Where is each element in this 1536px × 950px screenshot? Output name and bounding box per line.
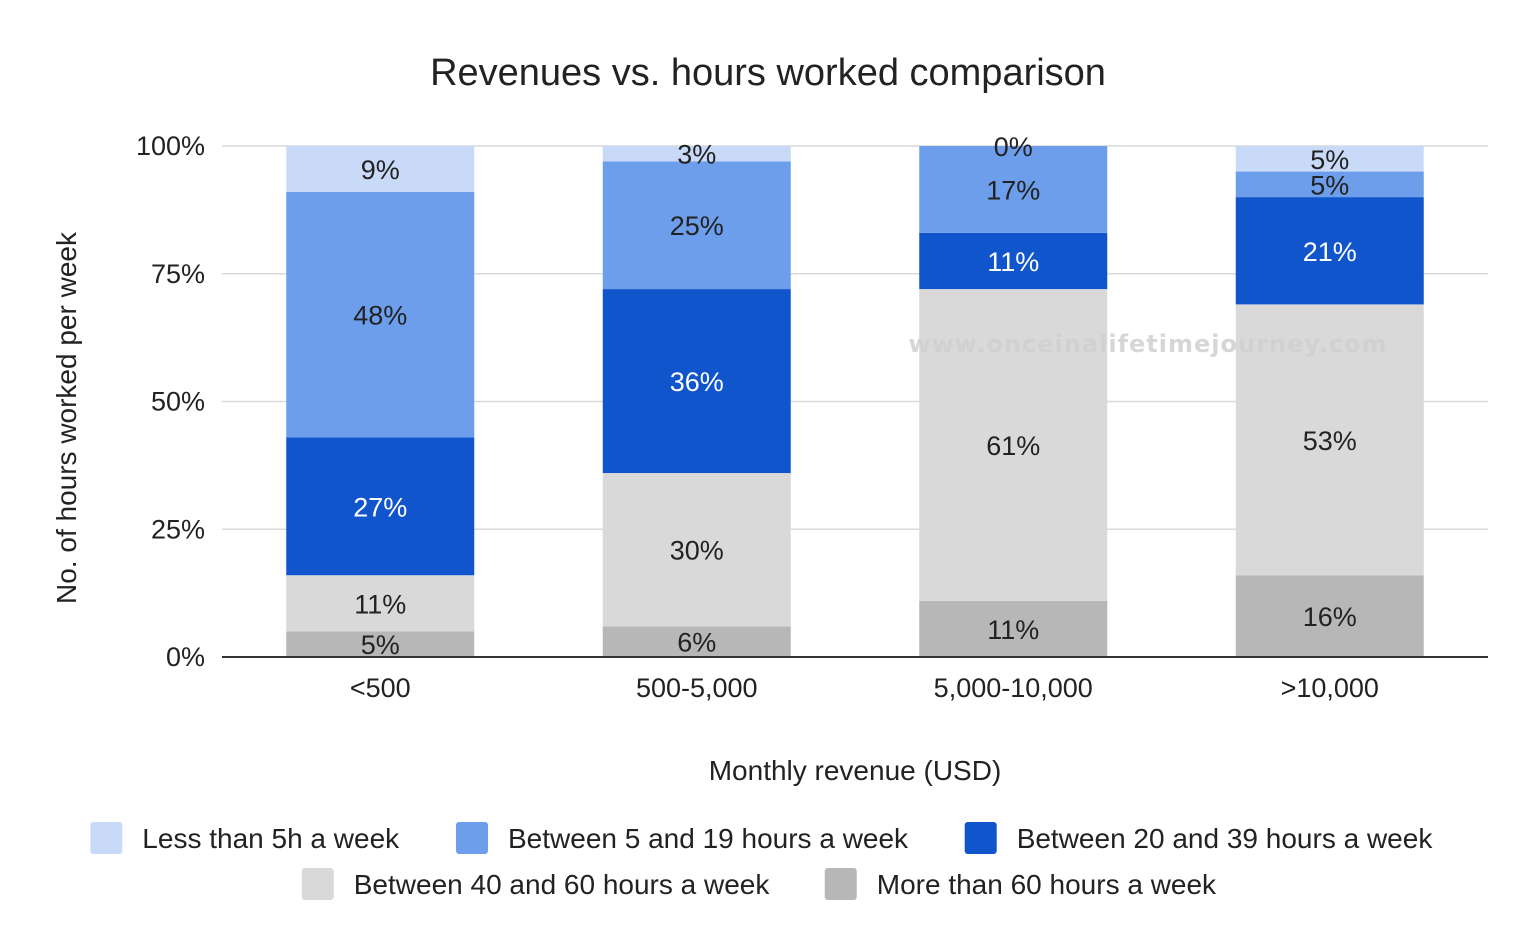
data-label: 27% [353,492,407,522]
bar-segment [1235,304,1424,576]
data-label: 36% [670,367,724,397]
legend-swatch [964,822,997,854]
bar-segment [1235,197,1424,305]
legend-label: Less than 5h a week [142,823,400,854]
legend-swatch [456,822,488,854]
chart-title: Revenues vs. hours worked comparison [430,52,1106,94]
x-tick-label: 500-5,000 [636,673,758,703]
legend-label: Between 40 and 60 hours a week [354,869,771,900]
bar-segment [919,146,1108,233]
data-label: 30% [670,536,724,566]
x-axis-ticks: <500 500-5,000 5,000-10,000 >10,000 [350,673,1379,703]
bar-segment [286,146,475,192]
data-label: 11% [987,247,1039,277]
y-tick-label: 50% [151,387,205,417]
x-tick-label: <500 [350,673,411,703]
y-tick-label: 25% [151,514,205,544]
bar-segment [602,161,791,290]
legend-swatch [301,868,334,900]
bar-segment [286,631,475,657]
data-label: 9% [361,155,400,185]
bar-segment [602,289,791,474]
legend-swatch [90,822,123,854]
data-label: 11% [354,589,406,619]
bars [286,146,1424,657]
watermark: www.onceinalifetimejourney.com [908,330,1387,358]
bar-segment [919,289,1108,601]
bar-segment [1235,575,1424,657]
data-label: 16% [1303,602,1357,632]
y-axis-ticks: 0% 25% 50% 75% 100% [136,131,205,672]
data-label: 21% [1303,237,1357,267]
y-axis-title: No. of hours worked per week [51,231,82,604]
bar-segment [602,473,791,627]
x-axis-title: Monthly revenue (USD) [709,755,1002,786]
bar-segment [602,146,791,162]
data-label: 5% [361,630,400,660]
legend: Less than 5h a week Between 5 and 19 hour… [90,822,1433,900]
data-label: 48% [353,301,407,331]
data-label: 11% [987,615,1039,645]
data-label: 0% [994,132,1033,162]
data-labels: 5% 11% 27% 48% 9% 6% 30% 36% 25% 3% 11% 61% 11% 17% 0%… [353,132,1357,660]
data-label: 3% [677,140,716,170]
data-label: 25% [670,211,724,241]
bar-segment [286,575,475,632]
bar-segment [602,626,791,657]
legend-label: More than 60 hours a week [877,869,1217,900]
legend-label: Between 5 and 19 hours a week [508,823,909,854]
bar-segment [1235,171,1424,198]
y-tick-label: 75% [151,259,205,289]
bar-segment [286,437,475,576]
y-tick-label: 0% [166,642,205,672]
data-label: 61% [986,431,1040,461]
legend-swatch [824,868,857,900]
bar-segment [286,191,475,438]
data-label: 53% [1303,426,1357,456]
legend-label: Between 20 and 39 hours a week [1017,823,1434,854]
data-label: 5% [1310,170,1349,200]
data-label: 5% [1310,145,1349,175]
x-tick-label: >10,000 [1281,673,1379,703]
data-label: 6% [677,628,716,658]
x-tick-label: 5,000-10,000 [934,673,1093,703]
bar-segment [1235,146,1424,172]
data-label: 17% [986,175,1040,205]
bar-segment [919,600,1108,657]
y-tick-label: 100% [136,131,205,161]
bar-segment [919,232,1108,290]
